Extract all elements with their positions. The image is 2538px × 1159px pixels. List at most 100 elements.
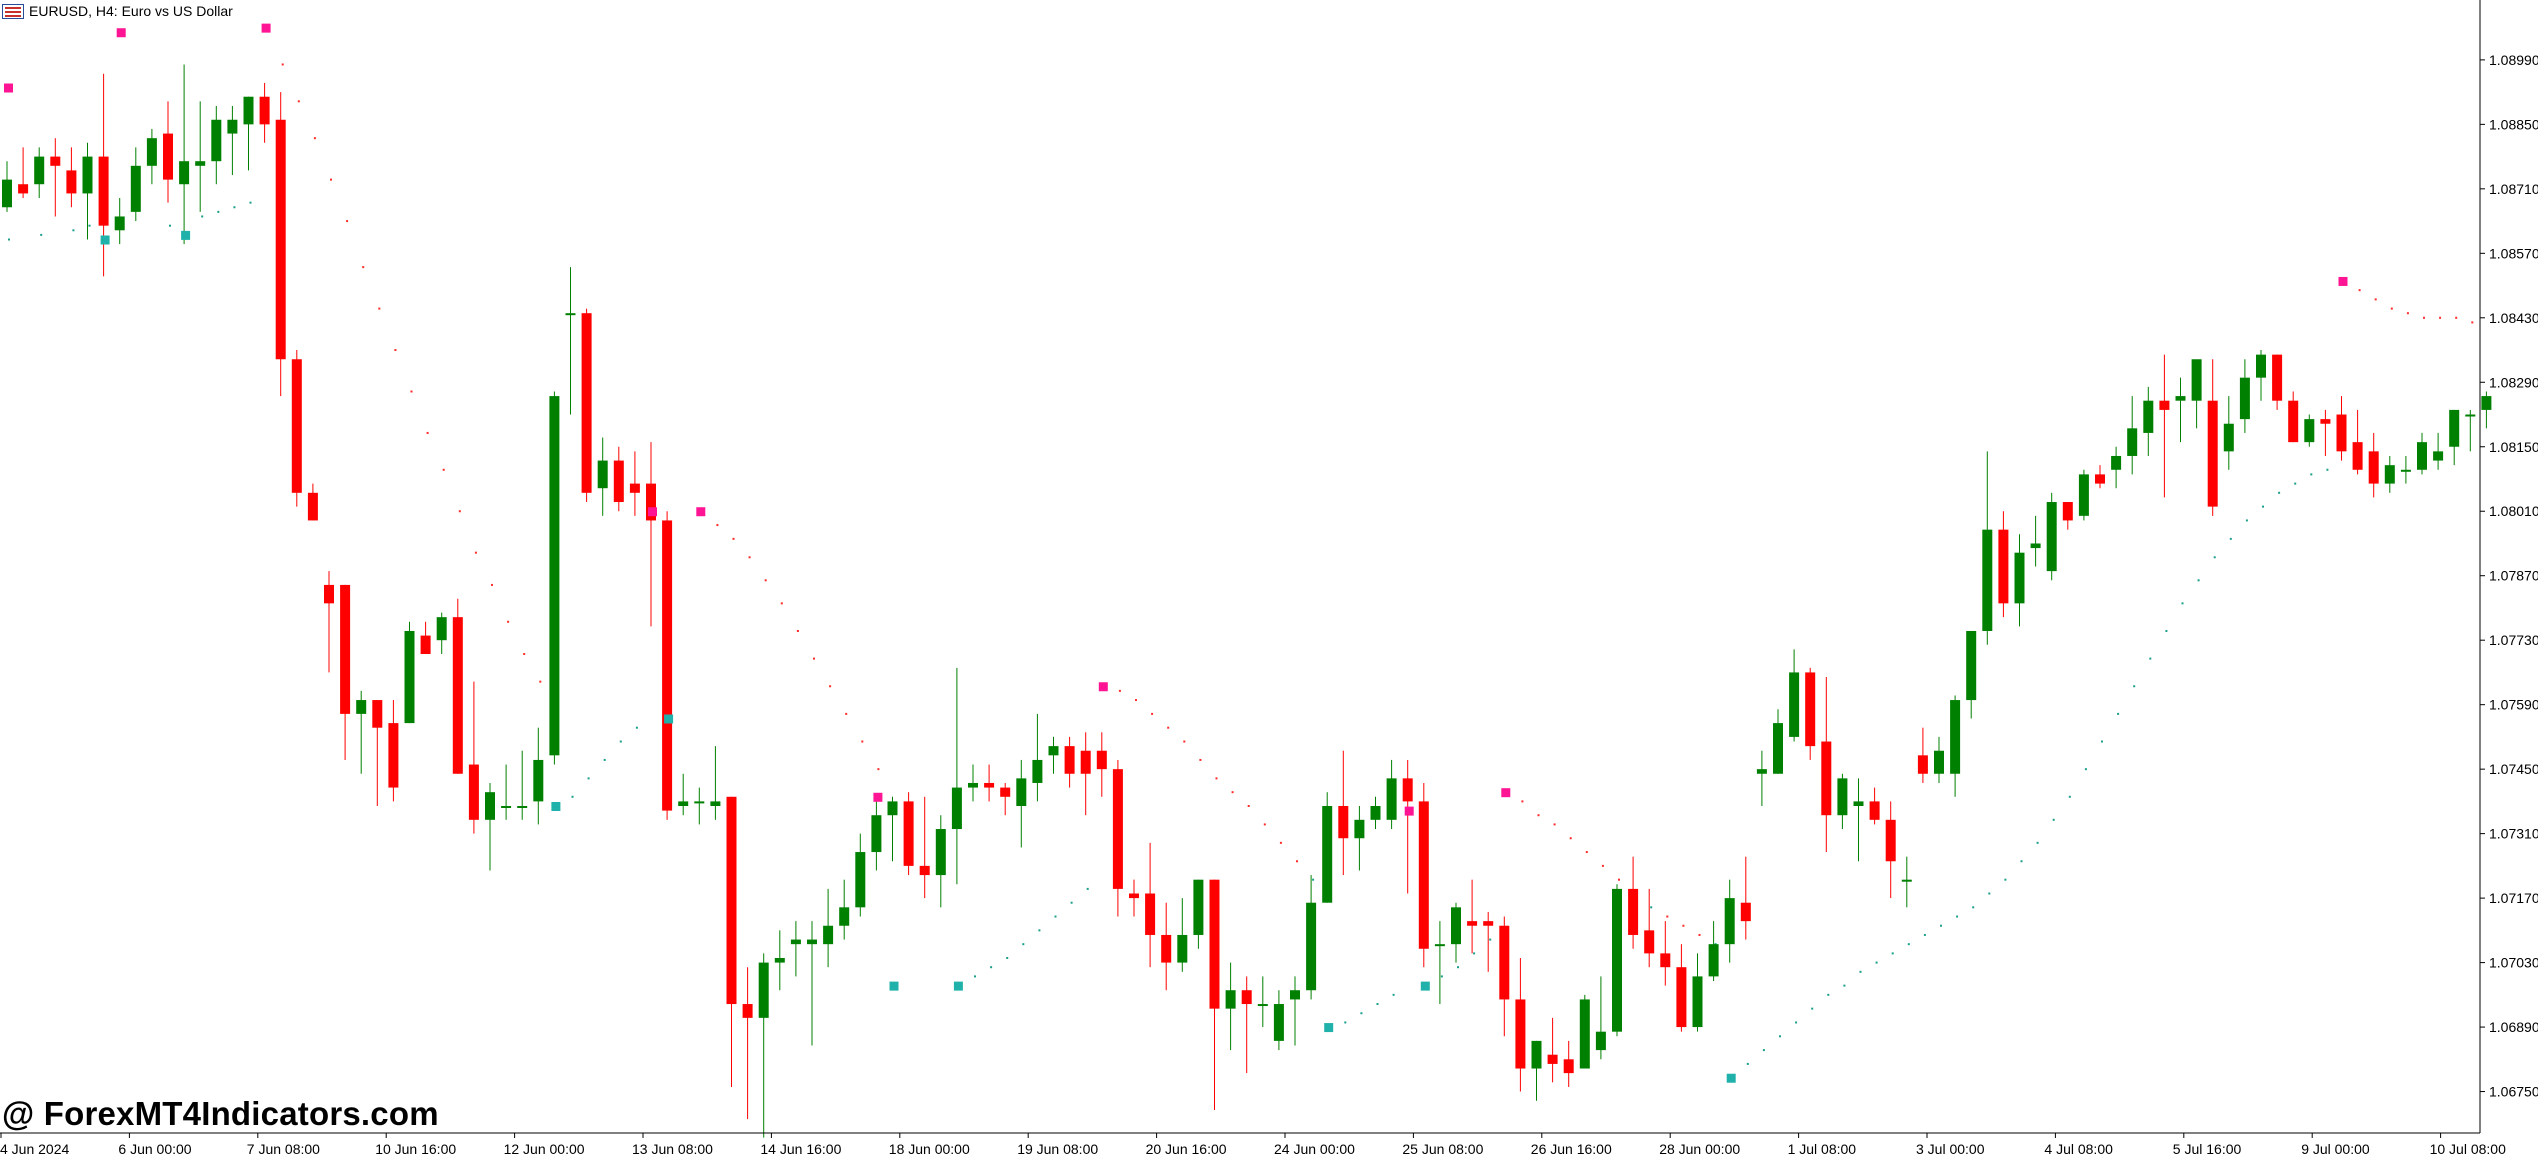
bear-candle-body — [388, 723, 399, 788]
sar-dot — [764, 579, 767, 582]
bull-candle-body — [1306, 902, 1317, 991]
sar-dot — [780, 602, 783, 605]
sar-dot — [2213, 556, 2216, 559]
bear-candle-body — [372, 700, 383, 728]
sar-dot — [2068, 795, 2071, 798]
bull-candle-body — [1837, 778, 1848, 816]
sar-dot — [1940, 924, 1942, 927]
bear-candle-body — [1418, 801, 1429, 949]
bear-candle-body — [629, 483, 640, 493]
sar-dot — [1360, 1012, 1363, 1015]
bull-candle-body — [2239, 377, 2250, 420]
bear-candle-body — [1869, 801, 1880, 820]
sar-dot — [877, 768, 880, 771]
bull-candle-body — [404, 630, 415, 724]
sar-dot — [1811, 1007, 1814, 1010]
sar-signal-marker — [873, 792, 883, 802]
bull-candle-body — [2014, 552, 2025, 604]
sar-signal-marker — [181, 230, 191, 240]
sar-dot — [974, 975, 976, 978]
sar-dot — [829, 685, 832, 688]
sar-dot — [2133, 685, 2136, 688]
sar-dot — [1167, 726, 1170, 729]
bull-candle-body — [2, 179, 12, 208]
bear-candle-body — [452, 617, 463, 774]
bear-candle-body — [2159, 400, 2170, 410]
bear-candle-body — [1660, 953, 1671, 968]
bull-candle-body — [1048, 746, 1059, 756]
bull-candle-body — [1177, 934, 1188, 963]
sar-dot — [1779, 1035, 1781, 1038]
bull-candle-body — [1386, 778, 1397, 820]
bull-candle-body — [130, 165, 141, 212]
bull-candle-body — [146, 138, 157, 166]
bull-candle-body — [565, 313, 576, 316]
price-tick-label: 1.08990 — [2489, 52, 2538, 68]
bull-candle-body — [195, 161, 206, 166]
bull-candle-body — [597, 460, 608, 489]
bull-candle-body — [1853, 801, 1864, 806]
bull-candle-body — [1273, 1004, 1284, 1041]
bear-candle-body — [307, 492, 318, 521]
watermark-text: @ ForexMT4Indicators.com — [2, 1095, 439, 1132]
bull-candle-body — [1950, 700, 1961, 774]
price-tick-label: 1.07450 — [2489, 761, 2538, 777]
price-tick-label: 1.07590 — [2489, 697, 2538, 713]
sar-dot — [635, 726, 638, 729]
sar-dot — [2245, 519, 2248, 522]
sar-dot — [2101, 740, 2103, 743]
sar-signal-marker — [953, 981, 963, 991]
bull-candle-body — [1322, 805, 1333, 903]
time-tick-label: 4 Jul 08:00 — [2044, 1141, 2113, 1157]
bull-candle-body — [951, 787, 962, 830]
bull-candle-body — [887, 801, 898, 816]
bull-candle-body — [2127, 428, 2138, 456]
sar-dot — [2197, 579, 2200, 582]
sar-dot — [2020, 860, 2023, 863]
sar-dot — [1923, 933, 1926, 936]
sar-dot — [619, 740, 622, 743]
sar-dot — [1762, 1049, 1765, 1052]
sar-dot — [2423, 316, 2425, 319]
bull-candle-body — [1434, 944, 1445, 947]
time-tick-label: 1 Jul 08:00 — [1788, 1141, 1857, 1157]
bear-candle-body — [340, 584, 351, 714]
bear-candle-body — [1064, 746, 1075, 774]
bear-candle-body — [1467, 921, 1478, 926]
time-tick-label: 18 Jun 00:00 — [889, 1141, 970, 1157]
sar-dot — [2390, 307, 2393, 310]
sar-dot — [2262, 505, 2264, 508]
sar-dot — [378, 307, 381, 310]
bear-candle-body — [1547, 1054, 1558, 1064]
chart-title-bar: EURUSD, H4: Euro vs US Dollar — [2, 3, 237, 19]
sar-dot — [716, 524, 719, 527]
price-tick-label: 1.06890 — [2489, 1019, 2538, 1035]
bull-candle-body — [2417, 442, 2427, 470]
bull-candle-body — [1354, 819, 1365, 839]
bull-candle-body — [2465, 414, 2476, 417]
bull-candle-body — [871, 815, 882, 853]
sar-markers-layer — [4, 23, 2348, 1083]
sar-dot — [2439, 316, 2442, 319]
bull-candle-body — [2191, 359, 2202, 401]
bear-candle-body — [662, 520, 673, 811]
time-tick-label: 13 Jun 08:00 — [632, 1141, 713, 1157]
bull-candle-body — [1032, 759, 1043, 783]
sar-signal-marker — [889, 981, 899, 991]
sar-dot — [732, 537, 735, 540]
bear-candle-body — [275, 119, 286, 360]
bull-candle-body — [2223, 423, 2234, 452]
time-tick-label: 6 Jun 00:00 — [118, 1141, 191, 1157]
bull-candle-body — [935, 829, 946, 876]
time-tick-label: 25 Jun 08:00 — [1402, 1141, 1483, 1157]
sar-dot — [813, 657, 815, 660]
bull-candle-body — [1934, 750, 1944, 774]
time-tick-label: 12 Jun 00:00 — [504, 1141, 585, 1157]
price-tick-label: 1.08570 — [2489, 245, 2538, 261]
bull-candle-body — [2433, 451, 2444, 461]
sar-dot — [1875, 961, 1878, 964]
bull-candle-body — [823, 925, 834, 945]
sar-dot — [474, 551, 477, 554]
